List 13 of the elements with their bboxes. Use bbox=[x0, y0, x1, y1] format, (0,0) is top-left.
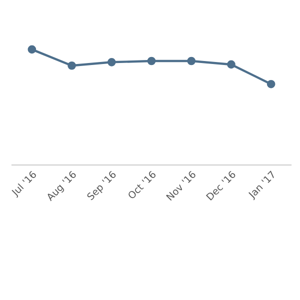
point bbox=[227, 60, 236, 69]
point bbox=[28, 45, 36, 54]
x-tick-label: Nov '16 bbox=[166, 170, 196, 201]
point bbox=[187, 56, 196, 66]
point bbox=[68, 61, 76, 70]
x-tick-label: Dec '16 bbox=[206, 170, 236, 201]
x-tick-label: Oct '16 bbox=[127, 170, 156, 200]
x-tick-label: Sep '16 bbox=[86, 170, 118, 202]
point bbox=[107, 58, 116, 66]
point bbox=[147, 56, 156, 66]
point bbox=[266, 80, 276, 88]
x-tick-label: Jul '16 bbox=[10, 170, 38, 198]
x-tick-label: Jan '17 bbox=[248, 170, 278, 200]
